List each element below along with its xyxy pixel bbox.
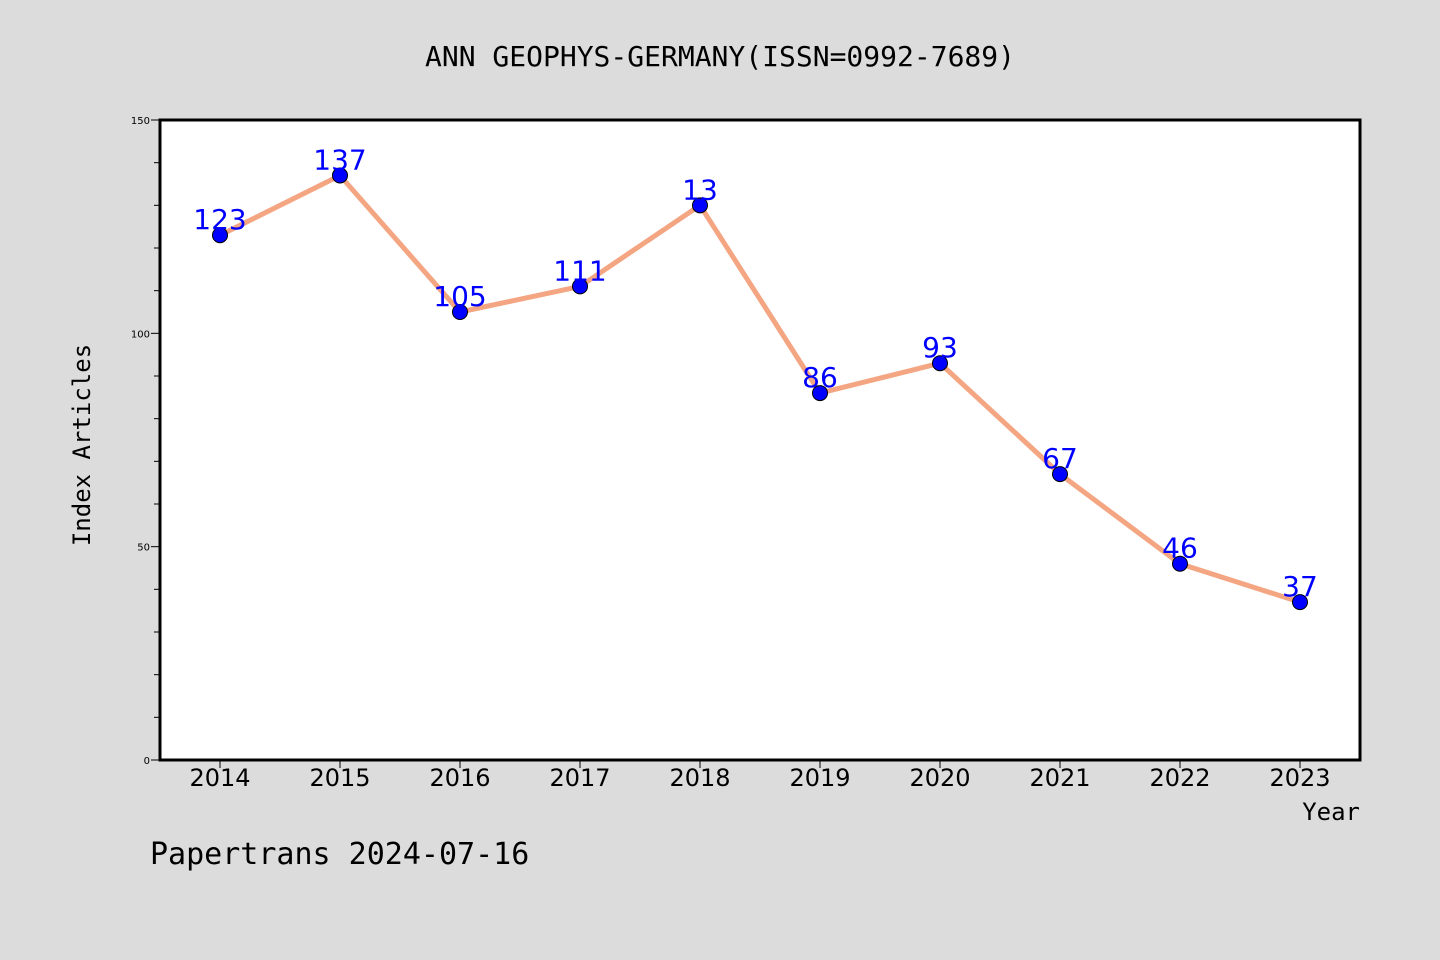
x-axis-label: Year [1302, 798, 1360, 826]
y-tick-label: 100 [131, 329, 150, 340]
y-tick-label: 50 [137, 543, 150, 554]
plot-area [158, 118, 1362, 762]
series-markers [212, 167, 1308, 611]
data-point [572, 278, 588, 295]
data-label: 86 [802, 361, 838, 394]
x-tick-label: 2018 [669, 764, 730, 792]
data-point [212, 227, 228, 244]
series-polyline [218, 172, 1301, 605]
chart-title: ANN GEOPHYS-GERMANY(ISSN=0992-7689) [425, 40, 1015, 73]
data-point [1172, 555, 1188, 572]
x-tick-label: 2014 [189, 764, 250, 792]
footer-text: Papertrans 2024-07-16 [150, 837, 529, 872]
x-tick-label: 2017 [549, 764, 610, 792]
y-tick-label: 150 [131, 116, 150, 127]
data-label: 37 [1282, 570, 1318, 603]
x-tick-label: 2023 [1269, 764, 1330, 792]
y-axis-label: Index Articles [68, 344, 96, 546]
data-point [812, 385, 828, 402]
x-tick-label: 2020 [909, 764, 970, 792]
data-label: 105 [433, 280, 486, 313]
x-axis: 2014 2015 2016 2017 2018 2019 2020 2021 2022 2023 [189, 760, 1331, 792]
data-point [452, 304, 468, 320]
data-point [1292, 594, 1308, 611]
x-tick-label: 2022 [1149, 764, 1210, 792]
x-tick-label: 2021 [1029, 764, 1090, 792]
data-point [1052, 466, 1068, 483]
x-tick-label: 2015 [309, 764, 370, 792]
data-label: 111 [553, 254, 606, 287]
data-label: 93 [922, 331, 958, 364]
x-tick-label: 2016 [429, 764, 490, 792]
y-tick-label: 0 [144, 756, 150, 767]
data-labels: 123 137 105 111 13 86 93 67 46 37 [193, 143, 1318, 603]
data-label: 137 [313, 143, 366, 176]
data-label: 123 [193, 203, 246, 236]
data-point [332, 167, 348, 184]
data-label: 13 [682, 173, 718, 206]
data-label: 46 [1162, 532, 1198, 565]
data-label: 67 [1042, 442, 1078, 475]
series-line [218, 172, 1301, 605]
y-axis: 0 50 100 150 [131, 116, 160, 767]
x-tick-label: 2019 [789, 764, 850, 792]
data-point [692, 197, 708, 214]
data-point [932, 355, 948, 372]
